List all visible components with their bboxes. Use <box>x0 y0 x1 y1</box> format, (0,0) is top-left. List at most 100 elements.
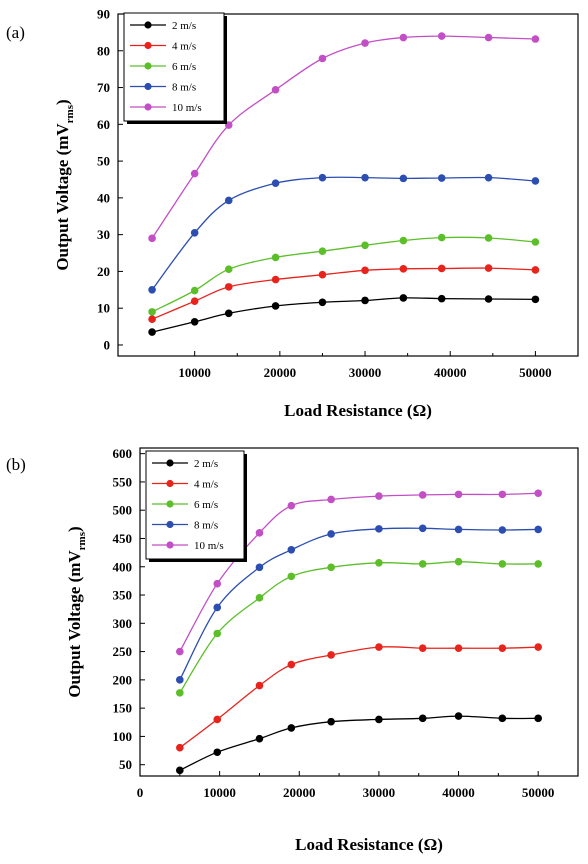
data-point <box>454 525 463 534</box>
data-point <box>287 501 296 510</box>
series-line-2 <box>151 236 536 313</box>
legend-marker <box>144 82 152 91</box>
x-tick-label: 0 <box>137 785 144 800</box>
data-point <box>498 714 507 723</box>
data-point <box>190 169 199 178</box>
series-line-1 <box>151 267 536 320</box>
data-point <box>271 302 280 310</box>
data-point <box>375 643 383 651</box>
data-point <box>375 559 383 567</box>
panel-label: (b) <box>6 455 26 474</box>
y-axis-title-end: ) <box>53 99 72 105</box>
legend-marker <box>166 479 174 488</box>
data-point <box>287 572 296 581</box>
legend-label: 8 m/s <box>172 82 196 94</box>
data-point <box>148 315 156 324</box>
data-point <box>176 676 184 684</box>
data-point <box>271 85 280 94</box>
data-point <box>255 594 264 602</box>
y-tick-label: 20 <box>97 264 110 279</box>
plot-frame <box>117 13 579 357</box>
data-point <box>148 286 156 294</box>
y-axis-title-end: ) <box>65 526 84 532</box>
x-tick-label: 40000 <box>442 785 475 800</box>
legend-label: 2 m/s <box>172 20 196 32</box>
data-point <box>418 560 427 568</box>
data-point <box>418 524 427 533</box>
data-point <box>361 241 369 250</box>
legend-label: 10 m/s <box>194 540 224 552</box>
data-point <box>224 309 233 318</box>
legend-label: 4 m/s <box>172 41 196 53</box>
legend-marker <box>166 541 174 549</box>
data-point <box>454 644 463 652</box>
data-point <box>399 294 408 302</box>
data-point <box>361 39 369 47</box>
data-point <box>534 525 542 534</box>
data-point <box>375 492 383 500</box>
legend-marker <box>144 41 152 50</box>
data-point <box>361 296 369 305</box>
data-point <box>418 491 427 499</box>
data-point <box>213 748 222 757</box>
data-point <box>498 644 507 652</box>
data-point <box>224 265 233 274</box>
data-point <box>255 681 264 690</box>
y-axis-title-subscript: rms <box>76 531 88 550</box>
y-tick-label: 40 <box>97 190 110 205</box>
data-point <box>418 714 427 723</box>
data-point <box>534 489 542 498</box>
data-point <box>327 563 335 572</box>
legend-box <box>123 12 225 122</box>
x-tick-label: 30000 <box>349 365 382 380</box>
data-point <box>399 33 408 42</box>
data-point <box>454 712 463 720</box>
panel-b-chart: (b) 50 100 150 200 250 300 350 400 450 500 550 600 0 1… <box>6 446 579 854</box>
data-point <box>271 253 280 262</box>
data-point <box>498 526 507 534</box>
data-point <box>287 724 296 732</box>
data-point <box>437 294 446 303</box>
data-point <box>399 265 408 273</box>
x-tick-label: 40000 <box>434 365 467 380</box>
data-point <box>213 579 222 588</box>
data-point <box>287 660 296 669</box>
panel-label: (a) <box>6 23 25 42</box>
y-axis-title-main: Output Voltage (mV <box>65 550 84 698</box>
data-point <box>148 234 156 243</box>
series-line-3 <box>179 527 539 681</box>
x-tick-label: 10000 <box>178 365 211 380</box>
y-tick-label: 50 <box>119 757 132 772</box>
data-point <box>224 283 233 291</box>
y-tick-label: 450 <box>113 531 133 546</box>
x-tick-label: 50000 <box>519 365 552 380</box>
x-tick-label: 10000 <box>203 785 236 800</box>
y-axis-title-main: Output Voltage (mV <box>53 123 72 271</box>
data-point <box>531 177 540 185</box>
data-point <box>318 270 327 279</box>
y-tick-label: 200 <box>113 672 133 687</box>
data-point <box>318 54 327 63</box>
legend-marker <box>144 62 152 70</box>
y-tick-label: 600 <box>113 446 133 461</box>
data-point <box>327 495 335 504</box>
legend-label: 4 m/s <box>194 479 218 491</box>
data-point <box>148 328 156 336</box>
x-tick-label: 30000 <box>363 785 396 800</box>
y-tick-label: 10 <box>97 301 110 316</box>
data-point <box>498 490 507 499</box>
series-line-0 <box>151 297 536 333</box>
y-tick-label: 0 <box>104 337 111 352</box>
data-point <box>213 603 222 612</box>
legend-label: 6 m/s <box>172 61 196 73</box>
data-point <box>454 490 463 499</box>
data-point <box>484 33 493 42</box>
legend-box <box>145 450 245 560</box>
y-axis-title: Output Voltage (mVrms) <box>65 526 88 697</box>
y-tick-label: 500 <box>113 503 133 518</box>
data-point <box>318 173 327 182</box>
legend-label: 10 m/s <box>172 102 202 114</box>
x-tick-label: 50000 <box>522 785 555 800</box>
series-line-4 <box>179 492 539 652</box>
